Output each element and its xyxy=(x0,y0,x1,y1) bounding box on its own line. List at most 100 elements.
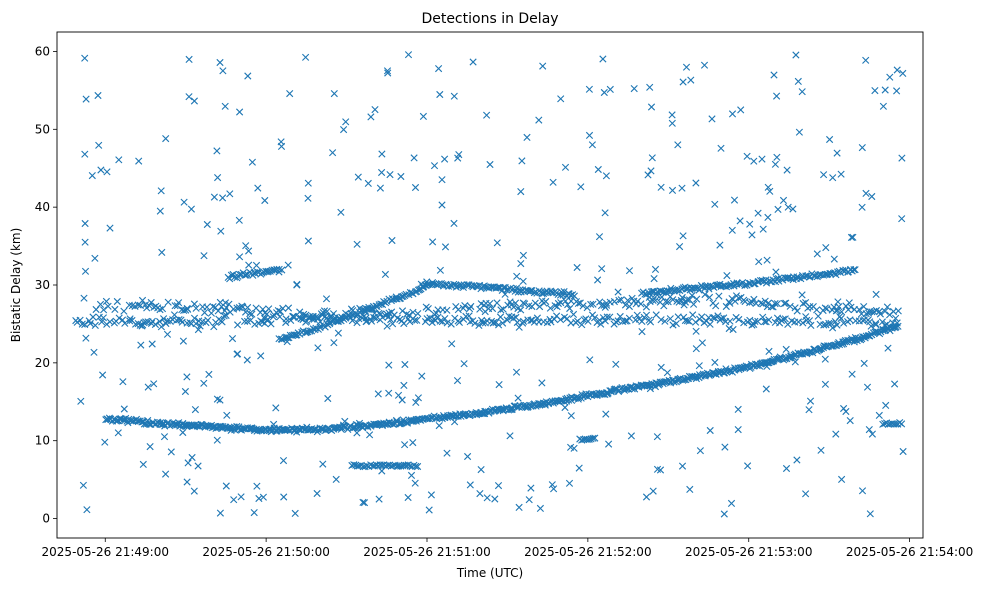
detection-point xyxy=(493,299,501,307)
detection-point xyxy=(669,296,677,304)
detection-point xyxy=(418,372,426,380)
detection-point xyxy=(848,370,856,378)
detection-point xyxy=(858,144,866,152)
detection-point xyxy=(353,240,361,248)
detection-point xyxy=(730,196,739,204)
detection-point xyxy=(601,303,609,311)
detection-point xyxy=(516,286,524,294)
detection-point xyxy=(557,95,565,103)
detection-point xyxy=(111,305,119,313)
detection-point xyxy=(834,268,842,276)
detection-point xyxy=(501,290,509,298)
detection-point xyxy=(651,383,659,391)
detection-point xyxy=(546,304,554,312)
detection-point xyxy=(464,452,472,461)
y-tick-label: 0 xyxy=(42,512,50,526)
detection-point xyxy=(158,305,167,313)
detection-point xyxy=(647,103,656,111)
detection-point xyxy=(647,167,655,175)
detection-point xyxy=(705,370,713,378)
detection-point xyxy=(599,55,607,63)
detection-point xyxy=(872,319,880,328)
detection-point xyxy=(493,239,501,247)
detection-point xyxy=(253,482,261,490)
detection-point xyxy=(881,86,889,94)
detection-point xyxy=(695,362,703,370)
detection-point xyxy=(706,320,714,328)
detection-point xyxy=(570,292,578,300)
detection-point xyxy=(735,294,743,302)
detection-point xyxy=(860,303,868,311)
detection-point xyxy=(106,224,114,232)
detection-point xyxy=(774,274,782,283)
detection-point xyxy=(653,433,661,441)
detection-point xyxy=(226,275,234,283)
detection-point xyxy=(668,119,676,127)
detection-point xyxy=(855,306,863,314)
detection-point xyxy=(135,157,143,165)
detection-point xyxy=(106,318,114,326)
detection-point xyxy=(376,184,384,192)
detection-point xyxy=(837,170,845,178)
detection-point xyxy=(868,192,876,201)
detection-point xyxy=(138,296,147,304)
detection-point xyxy=(847,233,856,241)
detection-point xyxy=(849,233,857,241)
detection-point xyxy=(219,194,227,202)
detection-point xyxy=(750,295,758,303)
detection-point xyxy=(759,313,767,321)
detection-point xyxy=(855,335,863,343)
detection-point xyxy=(793,273,801,281)
detection-point xyxy=(411,479,419,487)
detection-point xyxy=(381,270,389,278)
detection-point xyxy=(495,321,503,329)
detection-point xyxy=(471,319,479,327)
detection-point xyxy=(795,128,803,136)
detection-point xyxy=(799,319,807,327)
detection-point xyxy=(898,420,906,428)
detection-point xyxy=(217,227,225,235)
detection-point xyxy=(771,160,779,168)
detection-point xyxy=(387,316,395,324)
detection-point xyxy=(424,305,432,313)
detection-point xyxy=(425,506,433,514)
detection-point xyxy=(179,428,187,437)
y-tick-label: 50 xyxy=(35,122,50,136)
detection-point xyxy=(139,321,147,329)
detection-point xyxy=(625,302,633,311)
detection-point xyxy=(549,178,557,186)
detection-point xyxy=(479,319,487,327)
detection-point xyxy=(386,171,394,179)
detection-point xyxy=(454,306,462,314)
detection-point xyxy=(683,296,691,304)
detection-point xyxy=(121,417,129,425)
detection-point xyxy=(355,419,364,427)
detection-point xyxy=(483,111,491,119)
detection-point xyxy=(419,282,427,291)
detection-point xyxy=(538,379,546,387)
detection-point xyxy=(692,179,700,187)
detection-point xyxy=(223,411,231,419)
detection-point xyxy=(755,258,763,266)
detection-point xyxy=(738,364,747,372)
detection-point xyxy=(763,362,771,370)
detection-point xyxy=(678,462,687,470)
detection-point xyxy=(837,314,845,323)
detection-point xyxy=(519,251,527,259)
detection-point xyxy=(821,355,829,363)
detection-point xyxy=(646,385,654,393)
detection-point xyxy=(362,318,370,326)
detection-point xyxy=(839,266,847,275)
detection-point xyxy=(789,205,797,213)
detection-point xyxy=(272,404,280,412)
detection-point xyxy=(867,322,875,330)
detection-point xyxy=(750,280,758,288)
detection-point xyxy=(304,179,312,187)
detection-point xyxy=(721,443,729,451)
detection-point xyxy=(746,299,754,307)
detection-point xyxy=(536,504,544,512)
detection-point xyxy=(798,88,806,96)
detection-point xyxy=(233,304,241,312)
detection-point xyxy=(164,298,172,306)
detection-point xyxy=(175,299,183,307)
